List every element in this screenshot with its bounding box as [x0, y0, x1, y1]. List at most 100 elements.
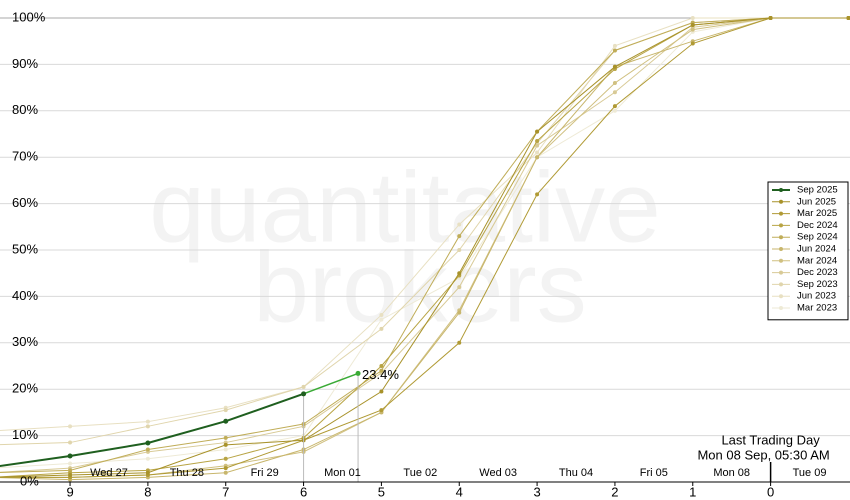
- point: [535, 138, 540, 143]
- point: [457, 234, 462, 239]
- legend-label: Mar 2023: [797, 303, 837, 314]
- point: [223, 456, 228, 461]
- watermark: quantitative brokers: [149, 151, 660, 343]
- point: [457, 222, 462, 227]
- legend-label: Mar 2024: [797, 255, 837, 266]
- point: [535, 192, 540, 197]
- point: [68, 424, 73, 429]
- last-trading-day-date: Mon 08 Sep, 05:30 AM: [697, 447, 829, 462]
- legend-marker: [779, 258, 783, 263]
- legend-marker: [779, 294, 783, 299]
- series-line: [0, 17, 849, 469]
- point: [145, 456, 150, 461]
- legend-marker: [779, 223, 783, 228]
- y-tick-label: 10%: [12, 427, 38, 442]
- series-line: [0, 17, 849, 481]
- point: [145, 419, 150, 424]
- point: [68, 473, 73, 478]
- point: [223, 470, 228, 475]
- point: [223, 447, 228, 452]
- point: [612, 80, 617, 85]
- y-tick-label: 40%: [12, 288, 38, 303]
- point: [612, 48, 617, 53]
- point: [457, 310, 462, 315]
- point: [612, 43, 617, 48]
- series-line: [0, 17, 849, 431]
- point: [379, 408, 384, 413]
- y-tick-label: 100%: [12, 9, 46, 24]
- x-tick-label: 9: [66, 484, 73, 499]
- point: [457, 340, 462, 345]
- date-label: Mon 08: [713, 467, 750, 479]
- y-tick-label: 70%: [12, 149, 38, 164]
- series-line: [0, 17, 849, 473]
- point: [301, 391, 307, 397]
- y-tick-label: 30%: [12, 334, 38, 349]
- legend-label: Sep 2024: [797, 232, 838, 243]
- point: [457, 248, 462, 252]
- point: [379, 326, 384, 331]
- series-line: [0, 17, 849, 478]
- point: [145, 470, 150, 475]
- last-trading-day-label: Last Trading Day: [721, 432, 820, 447]
- point: [223, 466, 228, 471]
- date-label: Wed 03: [479, 467, 517, 479]
- y-tick-label: 20%: [12, 381, 38, 396]
- point: [535, 155, 540, 160]
- point: [535, 129, 540, 134]
- x-tick-label: 3: [533, 484, 540, 499]
- point: [379, 389, 384, 394]
- point: [67, 453, 73, 459]
- legend-marker: [779, 188, 783, 192]
- legend-label: Dec 2024: [797, 220, 838, 231]
- point: [690, 41, 695, 46]
- point: [535, 143, 540, 148]
- legend-label: Dec 2023: [797, 267, 838, 278]
- point: [690, 27, 695, 32]
- x-tick-label: 2: [611, 484, 618, 499]
- y-tick-label: 0%: [20, 473, 39, 488]
- series-line: [0, 17, 849, 478]
- watermark-text: quantitative: [149, 151, 660, 263]
- point: [612, 104, 617, 109]
- x-tick-label: 5: [378, 484, 385, 499]
- point: [145, 440, 151, 446]
- watermark-text: brokers: [253, 231, 586, 343]
- legend-label: Mar 2025: [797, 208, 837, 219]
- legend-label: Jun 2024: [797, 244, 836, 255]
- date-label: Mon 01: [324, 467, 361, 479]
- y-tick-label: 90%: [12, 56, 38, 71]
- point: [379, 364, 384, 368]
- point: [690, 22, 695, 27]
- point: [301, 384, 306, 389]
- legend-marker: [779, 247, 783, 251]
- point: [145, 447, 150, 452]
- point: [690, 16, 695, 20]
- legend-marker: [779, 306, 783, 310]
- y-tick-label: 80%: [12, 102, 38, 117]
- point: [379, 312, 384, 317]
- date-label: Tue 02: [403, 467, 437, 479]
- point: [223, 408, 228, 413]
- point: [846, 16, 850, 20]
- legend-marker: [779, 270, 783, 275]
- legend-marker: [779, 199, 783, 204]
- date-label: Fri 05: [640, 467, 668, 479]
- x-tick-label: 8: [144, 484, 151, 499]
- legend-marker: [779, 282, 783, 287]
- point: [223, 418, 229, 424]
- point: [379, 368, 384, 373]
- legend-marker: [779, 211, 783, 216]
- legend-label: Jun 2023: [797, 291, 836, 302]
- date-label: Thu 04: [559, 467, 593, 479]
- point: [379, 317, 384, 322]
- date-label: Thu 28: [170, 467, 204, 479]
- value-label: 23.4%: [362, 367, 399, 382]
- legend-label: Sep 2025: [797, 185, 838, 196]
- x-tick-label: 6: [300, 484, 307, 499]
- date-label: Wed 27: [90, 467, 128, 479]
- point: [768, 16, 773, 20]
- point: [457, 271, 462, 276]
